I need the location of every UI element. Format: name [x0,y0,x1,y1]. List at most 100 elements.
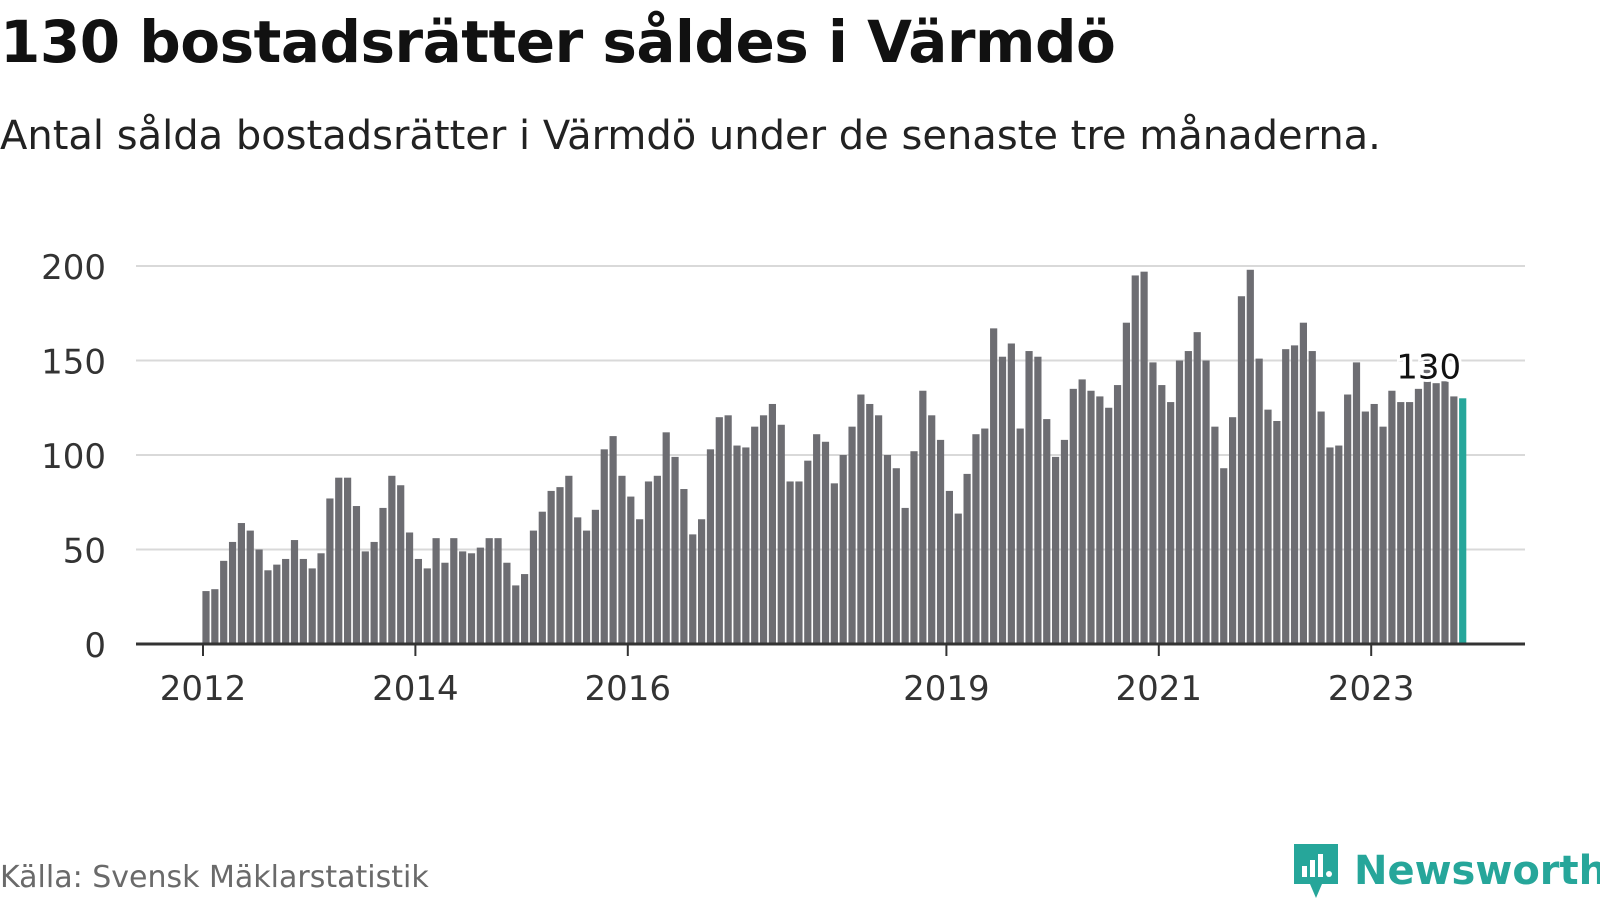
bar [866,403,874,644]
bar [565,475,573,644]
bar [1397,402,1405,644]
bar [1131,275,1139,644]
bar [467,553,476,644]
bar [202,591,210,644]
bar [432,538,440,644]
bar [591,509,599,644]
bar [273,564,281,644]
bar [1290,345,1299,644]
bar [1432,383,1440,644]
bar [1370,403,1378,644]
bar [1193,332,1201,644]
bar [1317,411,1325,644]
bar [282,558,290,644]
bar [1406,402,1414,644]
bar [397,485,405,644]
bar [875,415,883,644]
y-tick-label: 150 [41,343,106,383]
page-title: 130 bostadsrätter såldes i Värmdö [0,8,1116,76]
source-note: Källa: Svensk Mäklarstatistik [0,860,429,895]
x-tick-label: 2021 [1116,669,1203,709]
bar [228,541,237,644]
bar [1326,447,1334,644]
bar [1344,394,1352,644]
bar [804,460,812,644]
bar [485,538,493,644]
bar [883,455,892,644]
bar [1220,468,1228,644]
bar [1450,396,1458,644]
x-tick-label: 2014 [372,669,459,709]
bar [981,428,989,644]
bar [326,498,334,644]
bar [1007,343,1015,644]
x-tick-label: 2012 [160,669,247,709]
bar [547,490,555,644]
bar [494,538,502,644]
bar [1167,402,1175,644]
bar [299,558,307,644]
bar [450,538,458,644]
bar [928,415,936,644]
bar [388,475,396,644]
bar [405,532,414,644]
bar [503,562,511,644]
bar [317,553,325,644]
bar [1175,360,1184,644]
bar [414,558,422,644]
bar [521,574,529,644]
bar [706,449,715,644]
bar [1113,385,1122,644]
y-tick-label: 200 [41,248,106,288]
bar [1060,439,1069,644]
bar [459,551,467,644]
bar [1255,358,1263,644]
x-tick-label: 2016 [585,669,672,709]
bar [1211,426,1219,644]
bar [972,434,980,644]
bar [724,415,732,644]
bar [945,490,953,644]
bar [901,507,909,644]
bar [1246,269,1254,644]
newsworthy-logo: Newsworthy [1292,842,1600,900]
bar [246,530,254,644]
bar [813,434,821,644]
bar [1078,379,1086,644]
bar [1264,409,1272,644]
bar [1361,411,1369,644]
bar [919,390,927,644]
bar [751,426,759,644]
bar [529,530,538,644]
page-subtitle: Antal sålda bostadsrätter i Värmdö under… [0,113,1381,159]
bar [1237,296,1246,644]
bar [574,517,582,644]
bar [538,511,546,644]
bar [344,477,352,644]
bar [653,475,661,644]
bar [954,513,962,644]
bar [821,441,830,644]
bar [662,432,670,644]
bar [1423,358,1431,644]
annotations: 130 [1393,344,1464,390]
bar [1025,351,1033,644]
bar [990,328,998,644]
bar [742,447,750,644]
bar [423,568,431,644]
bar [936,439,945,644]
bar [1388,390,1396,644]
bar [1184,351,1192,644]
bar [1379,426,1387,644]
bar [857,394,865,644]
bar [264,570,272,644]
bar [839,455,847,644]
y-tick-label: 0 [84,626,106,666]
bar [892,468,900,644]
bar [689,534,697,644]
bar [1016,428,1024,644]
bar [830,483,838,644]
bar [476,547,484,644]
bar [1308,351,1316,644]
x-tick-label: 2019 [903,669,990,709]
